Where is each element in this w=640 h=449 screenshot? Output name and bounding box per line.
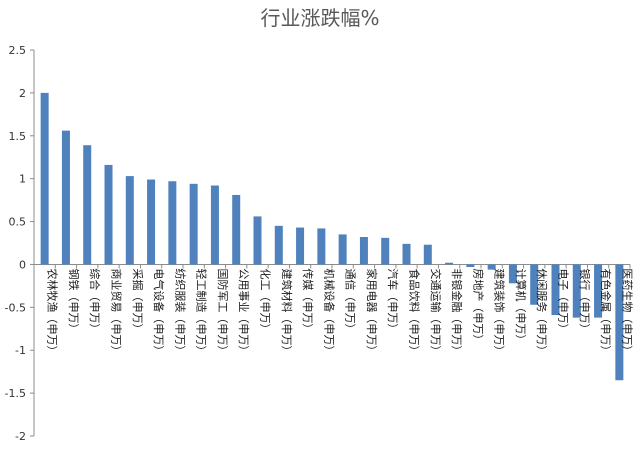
bar [423, 244, 432, 265]
chart-title: 行业涨跌幅% [260, 6, 380, 30]
category-label: 综合（申万） [88, 268, 102, 334]
category-label: 采掘（申万） [131, 268, 145, 334]
category-label: 纺织服装（申万） [173, 268, 187, 356]
y-tick-label: -1 [15, 344, 26, 357]
category-label: 电气设备（申万） [152, 268, 166, 356]
bar [551, 264, 560, 316]
category-label: 建筑材料（申万） [280, 268, 294, 356]
bar [232, 194, 241, 265]
y-tick-label: 1.5 [9, 130, 27, 143]
category-label: 有色金属（申万） [599, 268, 613, 356]
category-label: 医药生物（申万） [620, 268, 634, 356]
bar [530, 264, 539, 305]
category-label: 建筑装饰（申万） [493, 268, 507, 356]
bar [189, 183, 198, 265]
bar [445, 262, 454, 265]
bar [210, 185, 219, 265]
bar [274, 225, 283, 265]
y-tick-label: 1 [19, 173, 26, 186]
y-tick-label: 2 [19, 87, 26, 100]
category-label: 汽车（申万） [386, 268, 400, 334]
bar [402, 243, 411, 265]
category-label: 家用电器（申万） [365, 268, 379, 356]
bar [338, 234, 347, 265]
bar [104, 164, 113, 265]
y-tick-label: 0 [19, 258, 26, 271]
category-labels: 农林牧渔（申万） 钢铁（申万） 综合（申万） 商业贸易（申万） 采掘（申万） 电气设备（申… [46, 268, 635, 356]
bar [487, 264, 496, 270]
y-tick-label: 2.5 [9, 44, 27, 57]
bar [381, 237, 390, 265]
category-label: 公用事业（申万） [237, 268, 250, 356]
category-label: 房地产（申万） [471, 268, 485, 345]
category-label: 非银金融（申万） [450, 268, 464, 356]
bar [317, 228, 326, 265]
chart-axes: 2.5 2 1.5 1 0.5 0 -0.5 -1 -1.5 -2 [5, 44, 631, 443]
bar [466, 264, 475, 268]
category-label: 银行（申万） [578, 268, 592, 334]
bar [572, 264, 581, 318]
category-label: 国防军工（申万） [216, 268, 230, 356]
bar [615, 264, 624, 381]
category-label: 钢铁（申万） [67, 268, 80, 334]
category-label: 通信（申万） [344, 268, 357, 334]
category-label: 食品饮料（申万） [408, 268, 422, 356]
category-label: 交通运输（申万） [429, 268, 443, 356]
category-label: 轻工制造（申万） [195, 268, 209, 356]
bar [125, 176, 134, 265]
category-label: 休闲服务（申万） [535, 268, 549, 356]
category-label: 传媒（申万） [301, 268, 314, 334]
y-tick-label: -0.5 [5, 301, 26, 314]
category-label: 电子（申万） [557, 268, 570, 334]
bar [296, 227, 305, 265]
bar [359, 236, 368, 265]
bar-series [40, 92, 624, 381]
category-label: 农林牧渔（申万） [46, 268, 60, 356]
bar [83, 145, 92, 265]
bar [147, 179, 156, 265]
bar [594, 264, 603, 318]
y-tick-label: 0.5 [9, 216, 27, 229]
category-label: 机械设备（申万） [322, 268, 336, 356]
category-label: 计算机（申万） [514, 268, 528, 345]
y-tick-label: -1.5 [5, 387, 26, 400]
bar [168, 181, 177, 265]
bar [40, 92, 49, 265]
category-label: 化工（申万） [259, 268, 273, 334]
y-tick-label: -2 [15, 430, 26, 443]
bar [61, 130, 70, 265]
bar [508, 264, 517, 284]
bar [253, 216, 262, 265]
category-label: 商业贸易（申万） [110, 268, 124, 356]
